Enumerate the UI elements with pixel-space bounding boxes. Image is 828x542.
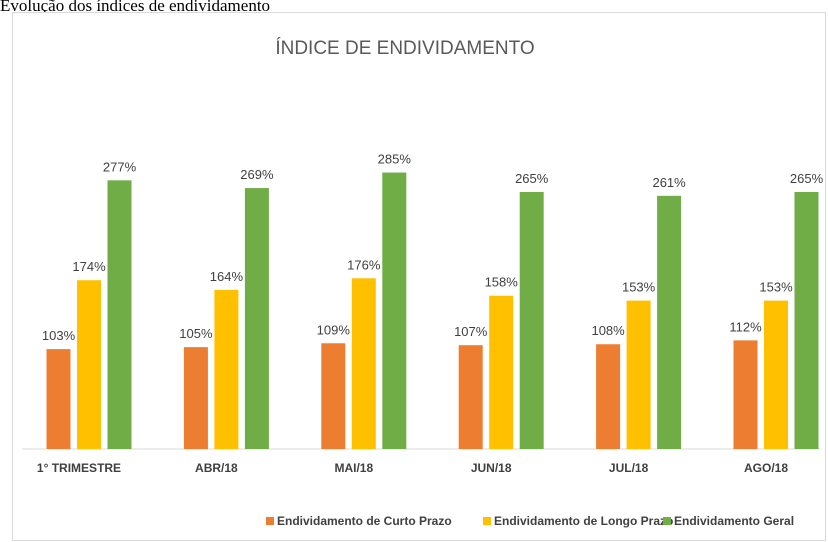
data-label: 285% <box>378 152 412 167</box>
data-label: 261% <box>652 175 686 190</box>
legend-swatch <box>266 517 274 525</box>
bar <box>794 191 819 449</box>
bar <box>321 343 346 449</box>
bar <box>489 295 514 449</box>
x-tick-label: AGO/18 <box>744 461 788 475</box>
data-label: 164% <box>210 269 244 284</box>
bar <box>458 345 483 449</box>
data-label: 158% <box>485 275 519 290</box>
data-label: 269% <box>240 167 274 182</box>
data-label: 103% <box>42 328 76 343</box>
data-label: 176% <box>347 257 381 272</box>
x-tick-label: ABR/18 <box>195 461 238 475</box>
legend-label: Endividamento Geral <box>674 514 794 528</box>
data-label: 105% <box>179 326 213 341</box>
bar <box>626 300 651 449</box>
x-tick-label: JUN/18 <box>471 461 512 475</box>
legend-swatch <box>483 517 491 525</box>
bar <box>382 172 407 450</box>
data-label: 277% <box>103 159 137 174</box>
bar <box>77 280 101 449</box>
data-label: 265% <box>515 171 549 186</box>
data-label: 108% <box>591 323 625 338</box>
bar <box>214 289 239 449</box>
legend-label: Endividamento de Curto Prazo <box>277 514 452 528</box>
legend-swatch <box>663 517 671 525</box>
bar <box>596 344 621 449</box>
bar <box>244 188 269 449</box>
bar <box>107 180 132 449</box>
x-tick-label: JUL/18 <box>609 461 649 475</box>
chart-frame <box>12 12 826 541</box>
data-label: 153% <box>622 280 656 295</box>
legend-label: Endividamento de Longo Prazo <box>494 514 673 528</box>
data-label: 265% <box>790 171 824 186</box>
data-label: 174% <box>72 259 106 274</box>
bar <box>657 195 682 449</box>
chart-title: ÍNDICE DE ENDIVIDAMENTO <box>275 38 534 59</box>
page-heading: Evolução dos índices de endividamento <box>0 0 270 15</box>
data-label: 153% <box>759 280 793 295</box>
data-label: 107% <box>454 324 488 339</box>
x-tick-label: MAI/18 <box>334 461 373 475</box>
bar <box>519 191 544 449</box>
bar <box>764 300 788 449</box>
data-label: 112% <box>729 319 762 334</box>
bar <box>46 349 71 449</box>
bar <box>351 278 376 449</box>
x-tick-label: 1° TRIMESTRE <box>37 461 121 475</box>
data-label: 109% <box>317 322 351 337</box>
bar <box>733 340 758 449</box>
bar <box>183 347 208 449</box>
